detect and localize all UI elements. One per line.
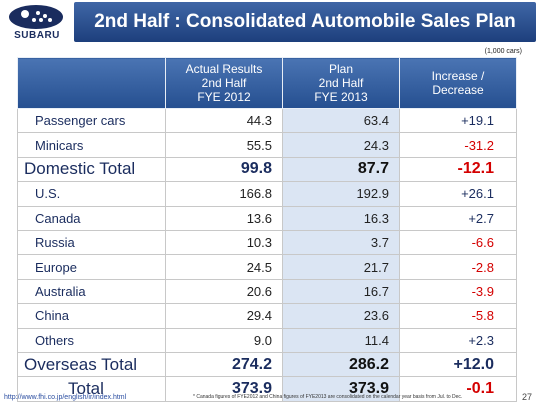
table-row-total: Total 373.9 373.9 -0.1 xyxy=(17,376,517,402)
table-row: China 29.4 23.6 -5.8 xyxy=(17,303,517,329)
table-row: Minicars 55.5 24.3 -31.2 xyxy=(17,132,517,158)
table-row: Europe 24.5 21.7 -2.8 xyxy=(17,254,517,280)
row-label: Australia xyxy=(17,278,166,305)
row-label: Passenger cars xyxy=(17,107,166,134)
column-header-actual: Actual Results 2nd Half FYE 2012 xyxy=(165,57,283,109)
plan-value: 3.7 xyxy=(282,229,400,256)
footnote: * Canada figures of FYE2012 and China fi… xyxy=(193,394,463,400)
column-header-line: FYE 2012 xyxy=(197,90,251,104)
logo-wordmark: SUBARU xyxy=(14,30,60,41)
column-header-line: Increase / xyxy=(431,69,485,83)
row-label: China xyxy=(17,303,166,329)
actual-value: 24.5 xyxy=(165,254,283,280)
table-row-overseas-total: Overseas Total 274.2 286.2 +12.0 xyxy=(17,351,517,378)
row-label: Overseas Total xyxy=(17,351,166,378)
column-header-line: 2nd Half xyxy=(318,76,364,90)
title-bar: 2nd Half : Consolidated Automobile Sales… xyxy=(74,2,536,42)
column-header-plan: Plan 2nd Half FYE 2013 xyxy=(282,57,400,109)
column-header-line: 2nd Half xyxy=(201,76,247,90)
column-header-line: Actual Results xyxy=(185,62,263,76)
page-number: 27 xyxy=(521,392,532,402)
pleiades-stars-icon xyxy=(9,5,63,29)
table-header-row: Actual Results 2nd Half FYE 2012 Plan 2n… xyxy=(17,57,517,109)
change-value: -31.2 xyxy=(399,132,517,158)
slide-header: SUBARU 2nd Half : Consolidated Automobil… xyxy=(0,0,540,44)
page-title: 2nd Half : Consolidated Automobile Sales… xyxy=(94,11,516,32)
unit-note: (1,000 cars) xyxy=(484,48,522,55)
footer-url-link[interactable]: http://www.fhi.co.jp/english/ir/index.ht… xyxy=(4,394,127,401)
plan-value: 11.4 xyxy=(282,327,400,353)
row-label: Total xyxy=(17,376,166,402)
change-value: +12.0 xyxy=(399,351,517,378)
change-value: -5.8 xyxy=(399,303,517,329)
change-value: +19.1 xyxy=(399,107,517,134)
row-label: Domestic Total xyxy=(17,156,166,183)
row-label: Others xyxy=(17,327,166,353)
table-row-domestic-total: Domestic Total 99.8 87.7 -12.1 xyxy=(17,156,517,183)
sales-plan-table: Actual Results 2nd Half FYE 2012 Plan 2n… xyxy=(17,57,517,402)
plan-value: 21.7 xyxy=(282,254,400,280)
actual-value: 373.9 xyxy=(165,376,283,402)
actual-value: 55.5 xyxy=(165,132,283,158)
plan-value: 16.3 xyxy=(282,205,400,231)
change-value: -3.9 xyxy=(399,278,517,305)
actual-value: 9.0 xyxy=(165,327,283,353)
column-header-change: Increase / Decrease xyxy=(399,57,517,109)
actual-value: 44.3 xyxy=(165,107,283,134)
change-value: -0.1 xyxy=(399,376,517,402)
row-label: Canada xyxy=(17,205,166,231)
plan-value: 286.2 xyxy=(282,351,400,378)
change-value: +2.3 xyxy=(399,327,517,353)
actual-value: 10.3 xyxy=(165,229,283,256)
header-corner-cell xyxy=(17,57,166,109)
row-label: Russia xyxy=(17,229,166,256)
change-value: -2.8 xyxy=(399,254,517,280)
change-value: +2.7 xyxy=(399,205,517,231)
actual-value: 99.8 xyxy=(165,156,283,183)
actual-value: 20.6 xyxy=(165,278,283,305)
change-value: -6.6 xyxy=(399,229,517,256)
table-row: U.S. 166.8 192.9 +26.1 xyxy=(17,181,517,207)
column-header-line: Decrease xyxy=(432,83,484,97)
plan-value: 16.7 xyxy=(282,278,400,305)
change-value: -12.1 xyxy=(399,156,517,183)
change-value: +26.1 xyxy=(399,181,517,207)
plan-value: 24.3 xyxy=(282,132,400,158)
column-header-line: FYE 2013 xyxy=(314,90,368,104)
table-row: Russia 10.3 3.7 -6.6 xyxy=(17,229,517,256)
row-label: Minicars xyxy=(17,132,166,158)
plan-value: 373.9 xyxy=(282,376,400,402)
actual-value: 29.4 xyxy=(165,303,283,329)
table-row: Others 9.0 11.4 +2.3 xyxy=(17,327,517,353)
plan-value: 87.7 xyxy=(282,156,400,183)
actual-value: 166.8 xyxy=(165,181,283,207)
plan-value: 23.6 xyxy=(282,303,400,329)
table-row: Passenger cars 44.3 63.4 +19.1 xyxy=(17,107,517,134)
plan-value: 192.9 xyxy=(282,181,400,207)
actual-value: 274.2 xyxy=(165,351,283,378)
row-label: Europe xyxy=(17,254,166,280)
column-header-line: Plan xyxy=(328,62,354,76)
table-row: Canada 13.6 16.3 +2.7 xyxy=(17,205,517,231)
subaru-logo: SUBARU xyxy=(3,2,71,42)
actual-value: 13.6 xyxy=(165,205,283,231)
plan-value: 63.4 xyxy=(282,107,400,134)
table-row: Australia 20.6 16.7 -3.9 xyxy=(17,278,517,305)
row-label: U.S. xyxy=(17,181,166,207)
